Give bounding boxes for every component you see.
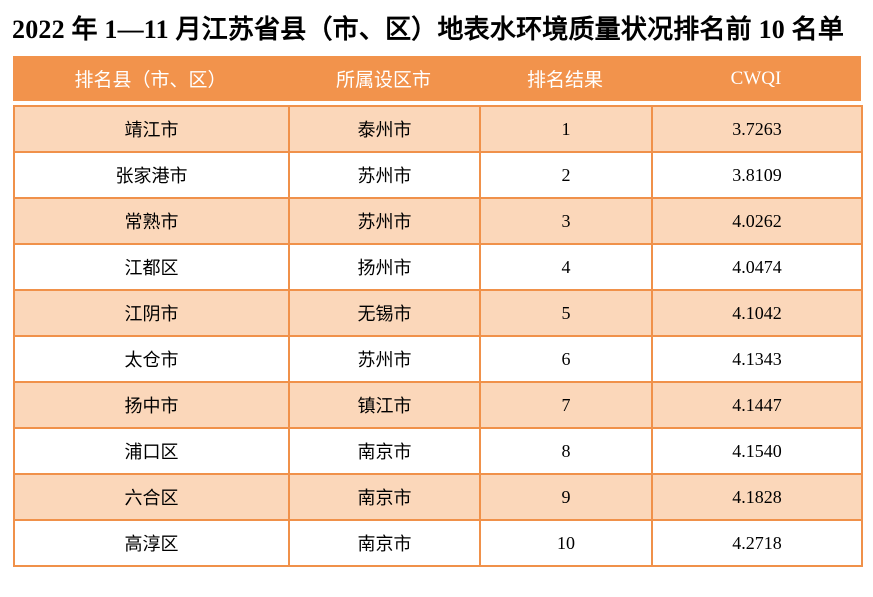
cell-county: 靖江市 [13,105,290,153]
table-row: 常熟市 苏州市 3 4.0262 [13,197,863,245]
table-row: 江都区 扬州市 4 4.0474 [13,243,863,291]
cell-rank: 4 [479,243,653,291]
cell-county: 浦口区 [13,427,290,475]
cell-county: 江都区 [13,243,290,291]
ranking-table: 排名县（市、区） 所属设区市 排名结果 CWQI 靖江市 泰州市 1 3.7263 张家… [13,56,863,567]
cell-cwqi: 4.1447 [651,381,863,429]
table-row: 六合区 南京市 9 4.1828 [13,473,863,521]
cell-county: 江阴市 [13,289,290,337]
cell-city: 南京市 [288,427,481,475]
cell-city: 扬州市 [288,243,481,291]
cell-city: 南京市 [288,519,481,567]
table-row: 江阴市 无锡市 5 4.1042 [13,289,863,337]
cell-rank: 1 [479,105,653,153]
header-cwqi-column: CWQI [730,67,782,89]
cell-cwqi: 4.2718 [651,519,863,567]
cell-cwqi: 4.1540 [651,427,863,475]
page-title: 2022 年 1—11 月江苏省县（市、区）地表水环境质量状况排名前 10 名单 [12,15,845,44]
header-county-column: 排名县（市、区） [74,70,227,91]
cell-county: 高淳区 [13,519,290,567]
table-row: 张家港市 苏州市 2 3.8109 [13,151,863,199]
cell-city: 南京市 [288,473,481,521]
cell-rank: 2 [479,151,653,199]
cell-county: 张家港市 [13,151,290,199]
table-row: 浦口区 南京市 8 4.1540 [13,427,863,475]
cell-rank: 10 [479,519,653,567]
cell-rank: 9 [479,473,653,521]
header-rank-column: 排名结果 [526,70,603,91]
cell-city: 泰州市 [288,105,481,153]
table-row: 高淳区 南京市 10 4.2718 [13,519,863,567]
cell-county: 扬中市 [13,381,290,429]
cell-rank: 8 [479,427,653,475]
cell-city: 苏州市 [288,151,481,199]
cell-cwqi: 4.0474 [651,243,863,291]
cell-cwqi: 4.1828 [651,473,863,521]
cell-city: 苏州市 [288,197,481,245]
table-row: 扬中市 镇江市 7 4.1447 [13,381,863,429]
cell-cwqi: 4.0262 [651,197,863,245]
header-city-column: 所属设区市 [335,70,431,91]
table-row: 靖江市 泰州市 1 3.7263 [13,105,863,153]
cell-cwqi: 3.7263 [651,105,863,153]
cell-rank: 3 [479,197,653,245]
cell-county: 太仓市 [13,335,290,383]
cell-rank: 6 [479,335,653,383]
cell-city: 无锡市 [288,289,481,337]
cell-cwqi: 4.1343 [651,335,863,383]
cell-city: 苏州市 [288,335,481,383]
table-row: 太仓市 苏州市 6 4.1343 [13,335,863,383]
cell-rank: 7 [479,381,653,429]
cell-county: 六合区 [13,473,290,521]
table-header-row: 排名县（市、区） 所属设区市 排名结果 CWQI [13,56,861,101]
cell-county: 常熟市 [13,197,290,245]
cell-city: 镇江市 [288,381,481,429]
table-body: 靖江市 泰州市 1 3.7263 张家港市 苏州市 2 3.8109 常熟市 苏州市 3 4.0262… [13,105,863,567]
cell-cwqi: 4.1042 [651,289,863,337]
cell-rank: 5 [479,289,653,337]
cell-cwqi: 3.8109 [651,151,863,199]
